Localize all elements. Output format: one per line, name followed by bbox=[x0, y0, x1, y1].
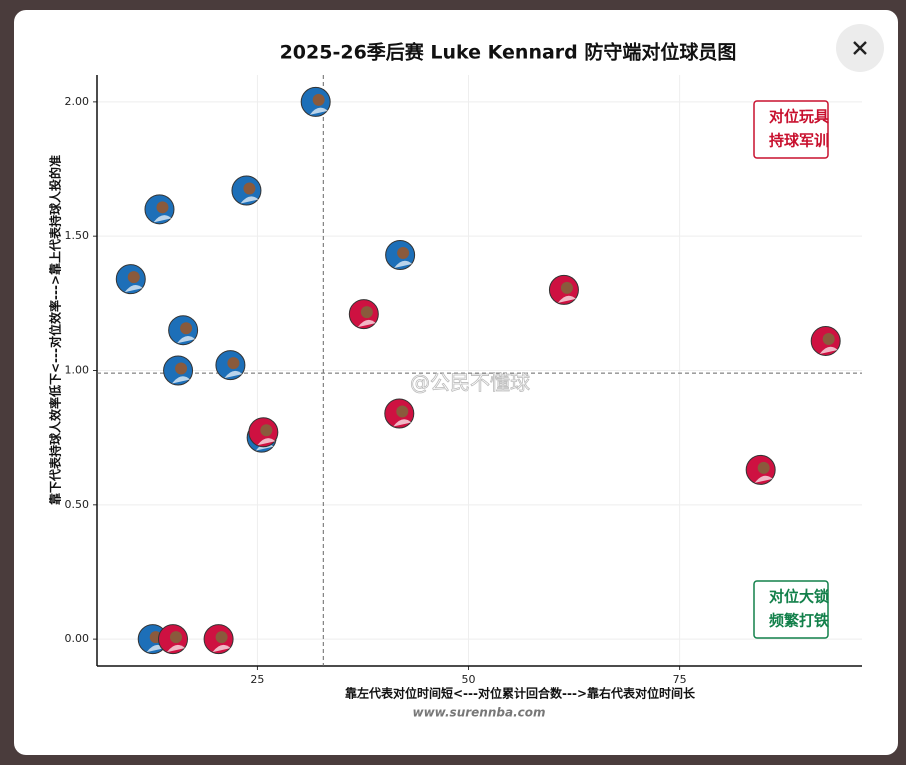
modal bbox=[14, 10, 898, 755]
close-button[interactable] bbox=[836, 24, 884, 72]
close-icon bbox=[853, 41, 867, 55]
